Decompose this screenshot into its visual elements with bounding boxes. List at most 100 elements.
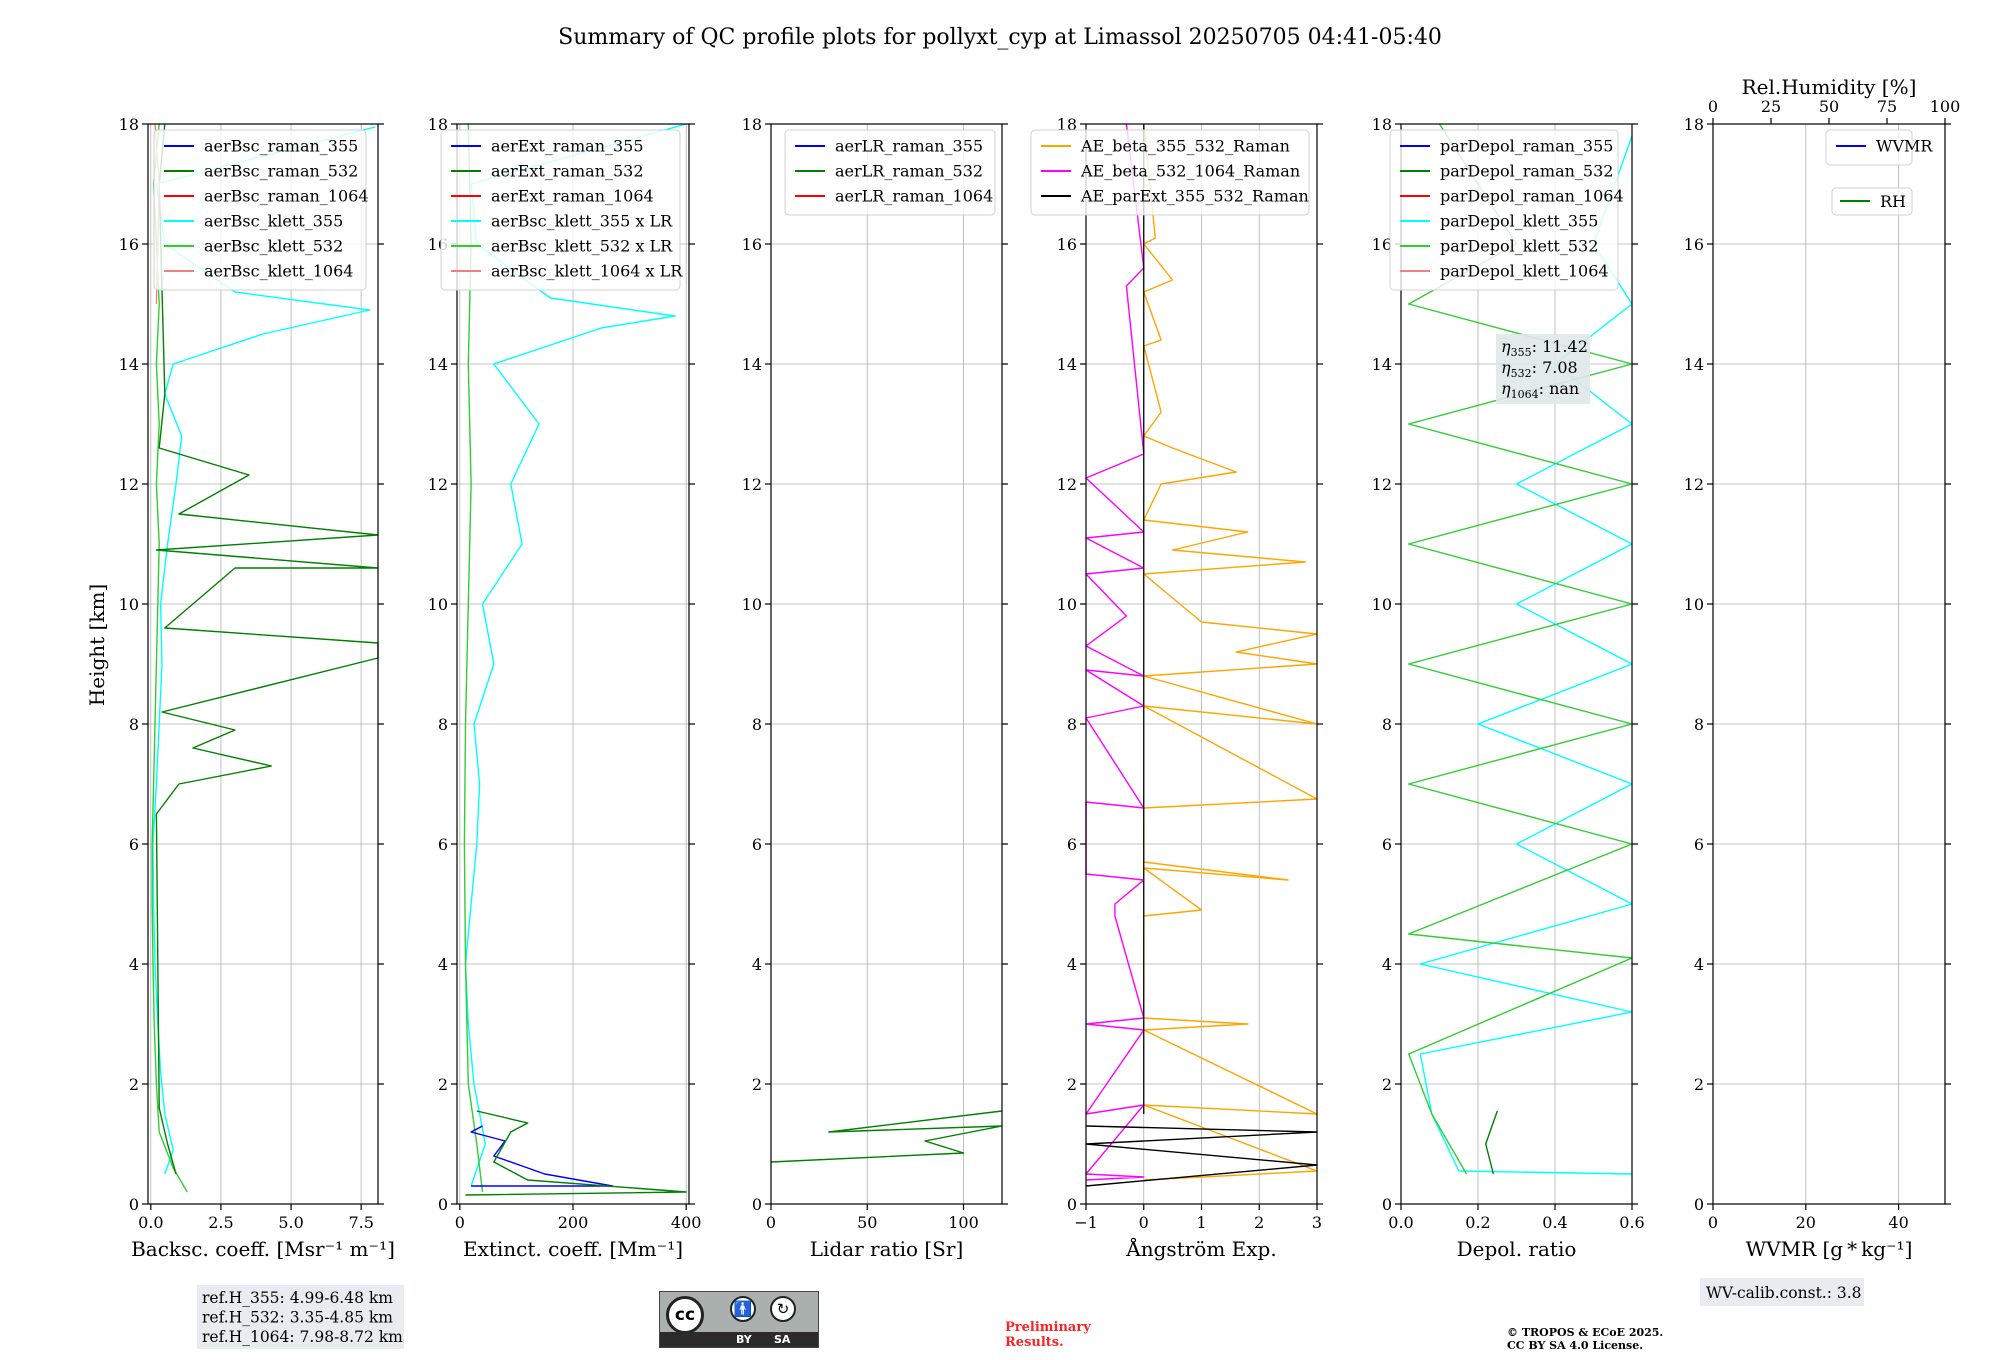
x-tick-label-2: 40 [1888, 1213, 1908, 1232]
y-tick-label-5: 10 [1684, 595, 1704, 614]
legend-label-5: aerBsc_klett_1064 x LR [491, 262, 683, 281]
y-tick-label-6: 12 [428, 475, 448, 494]
x-tick-label-2: 0.4 [1542, 1213, 1567, 1232]
ref-height-line-0: ref.H_355: 4.99-6.48 km [202, 1289, 393, 1307]
series-group [463, 123, 687, 1196]
y-tick-label-2: 4 [752, 955, 762, 974]
y-tick-label-6: 12 [1684, 475, 1704, 494]
y-tick-label-7: 14 [1684, 355, 1704, 374]
y-tick-label-1: 2 [752, 1075, 762, 1094]
legend-label-5: aerBsc_klett_1064 [204, 262, 353, 281]
series-aerBsc_klett_532 x LR [463, 123, 484, 1193]
y-tick-label-4: 8 [1382, 715, 1392, 734]
preliminary-line-1: Preliminary [1005, 1320, 1091, 1335]
y-tick-label-9: 18 [1057, 115, 1077, 134]
x-tick-label-0: −1 [1074, 1213, 1098, 1232]
top-tick-label-3: 75 [1877, 97, 1897, 116]
x-tick-label-1: 0 [1139, 1213, 1149, 1232]
x-tick-label-0: 0 [1708, 1213, 1718, 1232]
y-tick-label-4: 8 [438, 715, 448, 734]
x-tick-label-2: 5.0 [278, 1213, 303, 1232]
y-axis-label: Height [km] [85, 584, 109, 706]
x-tick-label-0: 0 [455, 1213, 465, 1232]
series-aerBsc_klett_532 [151, 123, 188, 1193]
x-tick-label-1: 200 [558, 1213, 589, 1232]
legend-label-4: aerBsc_klett_532 [204, 237, 343, 256]
y-tick-label-4: 8 [1067, 715, 1077, 734]
x-tick-label-2: 1 [1196, 1213, 1206, 1232]
legend-box [153, 129, 367, 291]
x-axis-label: WVMR [g * kg⁻¹] [1746, 1237, 1913, 1261]
cc-license-badge: cc 🚹 ↻ BY SA [659, 1291, 819, 1348]
top-tick-label-1: 25 [1761, 97, 1781, 116]
legend2-label-0: RH [1880, 192, 1906, 211]
y-tick-label-7: 14 [742, 355, 762, 374]
y-tick-label-0: 0 [1067, 1195, 1077, 1214]
legend: aerBsc_raman_355 aerBsc_raman_532 aerBsc_r… [153, 129, 369, 291]
x-tick-label-2: 100 [948, 1213, 979, 1232]
y-tick-label-6: 12 [742, 475, 762, 494]
axes-frame [1712, 123, 1946, 1205]
x-tick-label-4: 3 [1312, 1213, 1322, 1232]
eta-line-1: η532: 7.08 [1501, 358, 1578, 380]
legend: AE_beta_355_532_Raman AE_beta_532_1064_Ra… [1030, 129, 1310, 216]
axes-frame [770, 123, 1003, 1205]
copyright-line-1: © TROPOS & ECoE 2025. [1507, 1326, 1663, 1339]
y-tick-label-0: 0 [1694, 1195, 1704, 1214]
y-tick-label-0: 0 [752, 1195, 762, 1214]
y-tick-label-3: 6 [1694, 835, 1704, 854]
x-tick-label-0: 0 [766, 1213, 776, 1232]
legend-label-0: aerExt_raman_355 [491, 137, 644, 156]
series-aerBsc_raman_532 [155, 123, 379, 1175]
legend-label-3: parDepol_klett_355 [1440, 212, 1598, 231]
legend-label-2: aerLR_raman_1064 [835, 187, 993, 206]
legend: aerLR_raman_355 aerLR_raman_532 aerLR_rama… [784, 129, 996, 216]
y-tick-label-3: 6 [438, 835, 448, 854]
eta-box [1496, 334, 1590, 404]
by-label: BY [736, 1333, 752, 1346]
eta-symbol: η [1501, 379, 1511, 398]
legend-box [440, 129, 681, 291]
legend2-box [1831, 187, 1913, 216]
legend-label-0: aerBsc_raman_355 [204, 137, 358, 156]
legend-box [1825, 129, 1913, 166]
y-tick-label-4: 8 [129, 715, 139, 734]
series-AE_beta_355_532_Raman [1143, 123, 1318, 1181]
eta-subscript: 532 [1511, 367, 1532, 380]
y-tick-label-9: 18 [428, 115, 448, 134]
ref-height-box: ref.H_355: 4.99-6.48 km ref.H_532: 3.35-4… [197, 1285, 404, 1349]
series-parDepol_raman_532 [1484, 1110, 1498, 1175]
series-group [770, 1110, 1003, 1163]
y-tick-label-2: 4 [1067, 955, 1077, 974]
legend: aerExt_raman_355 aerExt_raman_532 aerExt_r… [440, 129, 683, 291]
wv-calib-bg [1700, 1278, 1864, 1306]
preliminary-label: Preliminary Results. [1005, 1320, 1091, 1350]
x-axis-label: Extinct. coeff. [Mm⁻¹] [463, 1237, 683, 1261]
y-tick-label-5: 10 [1057, 595, 1077, 614]
x-tick-label-1: 0.2 [1465, 1213, 1490, 1232]
y-tick-label-0: 0 [1382, 1195, 1392, 1214]
y-tick-label-9: 18 [1684, 115, 1704, 134]
y-tick-label-5: 10 [742, 595, 762, 614]
series-parDepol_klett_355 [1419, 135, 1633, 1175]
y-tick-label-7: 14 [1057, 355, 1077, 374]
x-axis-label: Backsc. coeff. [Msr⁻¹ m⁻¹] [131, 1237, 395, 1261]
panel-depol: 0 2 4 6 8 10 12 14 16 18 0.0 0.2 0.4 0.6 Depol. ratio p… [1372, 115, 1645, 1261]
y-tick-label-8: 16 [1057, 235, 1077, 254]
legend-label-0: WVMR [1876, 137, 1933, 156]
y-tick-label-3: 6 [1382, 835, 1392, 854]
wv-calib-text: WV-calib.const.: 3.8 [1706, 1284, 1862, 1302]
eta-line-0: η355: 11.42 [1501, 337, 1588, 359]
legend-label-2: aerExt_raman_1064 [491, 187, 654, 206]
y-tick-label-3: 6 [752, 835, 762, 854]
legend-label-4: aerBsc_klett_532 x LR [491, 237, 673, 256]
x-tick-label-1: 2.5 [208, 1213, 233, 1232]
x-tick-label-0: 0.0 [1388, 1213, 1413, 1232]
y-tick-label-5: 10 [1372, 595, 1392, 614]
top-axis-label: Rel.Humidity [%] [1742, 75, 1917, 99]
eta-value: : 7.08 [1532, 358, 1578, 377]
cc-badge-bar [660, 1332, 818, 1347]
